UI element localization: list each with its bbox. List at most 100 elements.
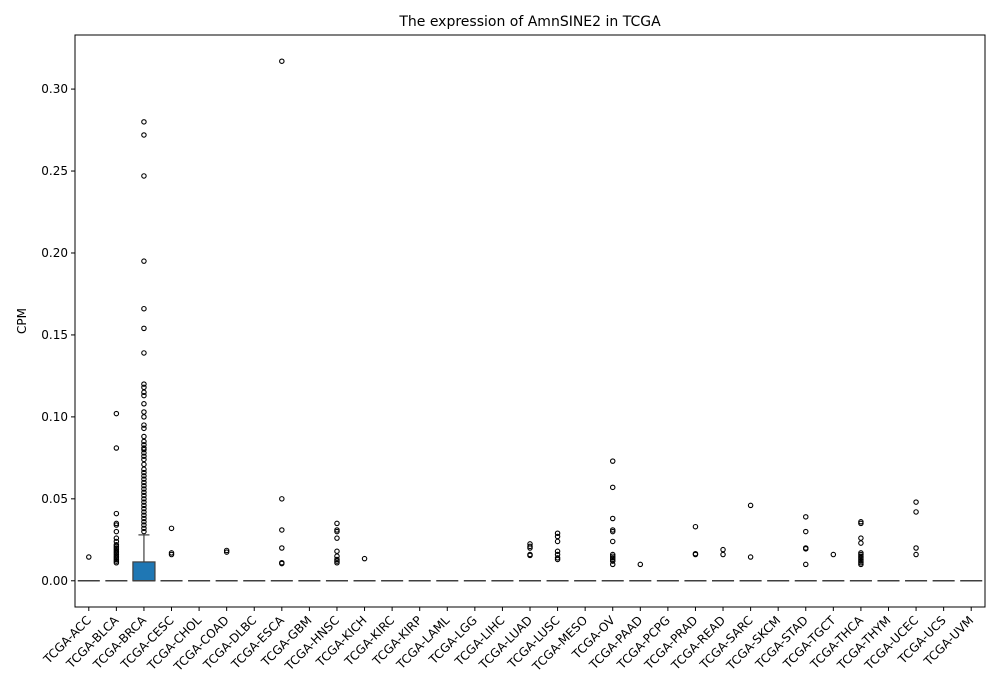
outlier-point bbox=[141, 425, 147, 432]
outlier-point bbox=[141, 509, 147, 515]
outlier-point bbox=[113, 445, 120, 451]
y-tick-label: 0.25 bbox=[41, 164, 68, 178]
outlier-point bbox=[141, 453, 147, 459]
outlier-point bbox=[334, 520, 340, 527]
outlier-point bbox=[113, 535, 120, 541]
outlier-point bbox=[141, 132, 147, 138]
y-tick-label: 0.05 bbox=[41, 492, 68, 506]
outlier-point bbox=[609, 528, 616, 535]
outlier-point bbox=[858, 540, 864, 546]
outlier-point bbox=[830, 551, 837, 558]
outlier-point bbox=[803, 528, 809, 535]
outlier-point bbox=[334, 548, 340, 555]
outlier-point bbox=[803, 561, 809, 568]
outlier-point bbox=[913, 509, 919, 515]
outlier-point bbox=[279, 545, 285, 551]
outlier-point bbox=[554, 556, 561, 563]
outlier-point bbox=[279, 527, 285, 533]
outlier-point bbox=[913, 551, 919, 558]
y-tick-label: 0.15 bbox=[41, 328, 68, 342]
outlier-point bbox=[141, 305, 147, 312]
box bbox=[132, 561, 156, 582]
y-tick-label: 0.20 bbox=[41, 246, 68, 260]
outlier-point bbox=[720, 546, 726, 553]
y-tick-label: 0.10 bbox=[41, 410, 68, 424]
outlier-point bbox=[141, 401, 147, 407]
outlier-point bbox=[554, 538, 561, 545]
outlier-point bbox=[609, 484, 616, 491]
outlier-point bbox=[141, 422, 147, 428]
outlier-point bbox=[913, 545, 919, 551]
plot-area: 0.000.050.100.150.200.250.30TCGA-ACCTCGA… bbox=[40, 58, 983, 674]
outlier-point bbox=[720, 551, 726, 558]
outlier-point bbox=[141, 502, 147, 509]
outlier-point bbox=[361, 555, 368, 562]
outlier-point bbox=[141, 486, 147, 492]
outlier-point bbox=[554, 548, 561, 555]
outlier-point bbox=[141, 438, 147, 445]
outlier-point bbox=[113, 528, 120, 535]
outlier-point bbox=[803, 546, 809, 552]
outlier-point bbox=[113, 510, 120, 517]
outlier-point bbox=[141, 522, 147, 528]
outlier-point bbox=[141, 466, 147, 473]
outlier-point bbox=[141, 512, 147, 518]
outlier-point bbox=[913, 499, 919, 505]
outlier-point bbox=[113, 559, 120, 566]
y-tick-label: 0.00 bbox=[41, 574, 68, 588]
outlier-point bbox=[141, 519, 147, 525]
outlier-point bbox=[609, 558, 616, 564]
outlier-point bbox=[141, 450, 147, 456]
outlier-point bbox=[141, 476, 147, 482]
outlier-point bbox=[141, 499, 147, 505]
outlier-point bbox=[141, 350, 147, 356]
outlier-point bbox=[141, 515, 147, 522]
chart-title: The expression of AmnSINE2 in TCGA bbox=[398, 14, 661, 30]
outlier-point bbox=[637, 561, 644, 568]
outlier-point bbox=[692, 551, 699, 558]
outlier-point bbox=[609, 515, 616, 522]
outlier-point bbox=[279, 496, 285, 502]
outlier-point bbox=[113, 522, 120, 528]
outlier-point bbox=[747, 554, 754, 560]
outlier-point bbox=[554, 530, 561, 536]
outlier-point bbox=[692, 523, 699, 530]
outlier-point bbox=[858, 520, 864, 527]
outlier-point bbox=[223, 549, 230, 555]
outlier-point bbox=[609, 538, 616, 545]
outlier-point bbox=[858, 561, 864, 568]
outlier-point bbox=[334, 535, 340, 541]
outlier-point bbox=[334, 528, 340, 535]
outlier-point bbox=[86, 554, 92, 560]
outlier-point bbox=[141, 469, 147, 476]
outlier-point bbox=[527, 552, 533, 559]
y-axis-label: CPM bbox=[15, 308, 29, 334]
outlier-point bbox=[141, 489, 147, 496]
outlier-point bbox=[141, 496, 147, 502]
outlier-point bbox=[141, 479, 147, 486]
outlier-point bbox=[141, 433, 147, 440]
outlier-point bbox=[141, 392, 147, 399]
outlier-point bbox=[141, 389, 147, 396]
outlier-point bbox=[141, 461, 147, 468]
outlier-point bbox=[141, 528, 147, 535]
outlier-point bbox=[141, 119, 147, 125]
outlier-point bbox=[168, 551, 175, 558]
outlier-point bbox=[141, 173, 147, 179]
outlier-point bbox=[334, 559, 340, 566]
outlier-point bbox=[609, 458, 616, 464]
outlier-point bbox=[747, 502, 754, 509]
outlier-point bbox=[141, 505, 147, 512]
outlier-point bbox=[141, 409, 147, 415]
plot-frame bbox=[74, 34, 986, 608]
outlier-point bbox=[141, 492, 147, 499]
outlier-point bbox=[858, 535, 864, 541]
outlier-point bbox=[141, 258, 147, 264]
outlier-point bbox=[141, 414, 147, 420]
outlier-point bbox=[168, 525, 175, 532]
outlier-point bbox=[527, 545, 533, 551]
outlier-point bbox=[279, 58, 285, 64]
outlier-point bbox=[113, 410, 120, 417]
y-tick-label: 0.30 bbox=[41, 82, 68, 96]
